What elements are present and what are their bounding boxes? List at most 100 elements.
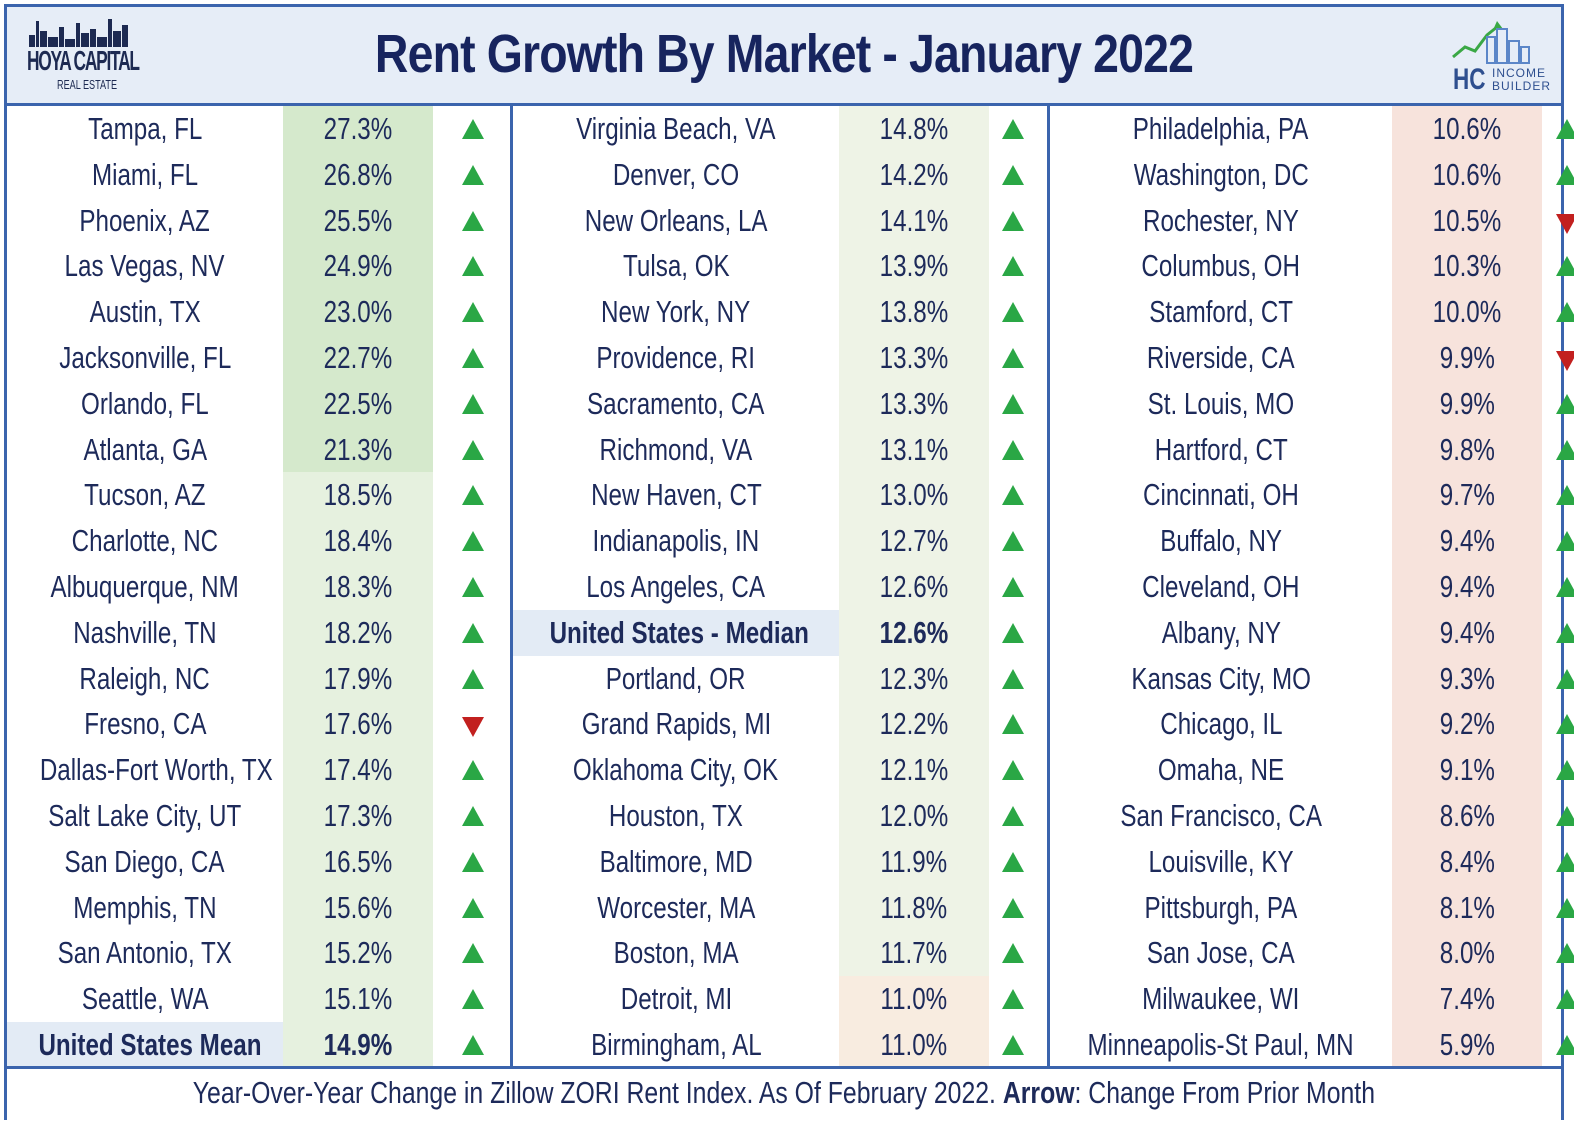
- footnote: Year-Over-Year Change in Zillow ZORI Ren…: [7, 1066, 1561, 1120]
- up-arrow-icon: [462, 806, 484, 826]
- growth-value: 10.6%: [1392, 106, 1542, 152]
- table-row: Hartford, CT 9.8%: [1050, 426, 1574, 473]
- page-title: Rent Growth By Market - January 2022: [374, 24, 1194, 84]
- market-name: Cleveland, OH: [1142, 569, 1300, 604]
- market-name: Fresno, CA: [83, 706, 207, 742]
- table-row: Nashville, TN 18.2%: [7, 609, 510, 656]
- market-name: Baltimore, MD: [599, 843, 753, 879]
- table-row: Las Vegas, NV 24.9%: [7, 243, 510, 290]
- growth-value: 9.4%: [1392, 609, 1542, 656]
- up-arrow-icon: [1002, 806, 1024, 826]
- growth-value: 10.3%: [1392, 243, 1542, 290]
- table-row: Virginia Beach, VA 14.8%: [513, 106, 1047, 152]
- table-row: Denver, CO 14.2%: [513, 151, 1047, 198]
- growth-value: 18.4%: [283, 518, 433, 565]
- up-arrow-icon: [1556, 439, 1574, 460]
- growth-value: 18.3%: [283, 564, 433, 610]
- up-arrow-icon: [462, 622, 484, 643]
- table-row: Baltimore, MD 11.9%: [513, 838, 1047, 885]
- growth-value: 12.7%: [839, 518, 989, 565]
- up-arrow-icon: [1002, 760, 1024, 781]
- table-row: Dallas-Fort Worth, TX 17.4%: [7, 747, 510, 794]
- market-name: Columbus, OH: [1141, 248, 1301, 284]
- table-row: Washington, DC 10.6%: [1050, 151, 1574, 198]
- growth-value: 8.4%: [1392, 838, 1542, 885]
- market-name: Buffalo, NY: [1160, 523, 1282, 559]
- market-name: United States Mean: [7, 1022, 283, 1068]
- market-name: Riverside, CA: [1147, 340, 1295, 375]
- market-name: San Jose, CA: [1147, 935, 1295, 971]
- market-name: Charlotte, NC: [71, 523, 219, 559]
- table-row: Jacksonville, FL 22.7%: [7, 335, 510, 381]
- down-arrow-icon: [1556, 213, 1574, 234]
- growth-value: 12.3%: [839, 655, 989, 702]
- up-arrow-icon: [1556, 668, 1574, 689]
- table-row: Tampa, FL 27.3%: [7, 106, 510, 152]
- growth-value: 16.5%: [283, 838, 433, 885]
- up-arrow-icon: [1002, 531, 1024, 552]
- market-name: Philadelphia, PA: [1133, 111, 1309, 146]
- down-arrow-icon: [462, 717, 484, 738]
- market-name: Tulsa, OK: [622, 248, 730, 284]
- growth-value: 13.3%: [839, 335, 989, 381]
- market-name: Salt Lake City, UT: [48, 798, 242, 833]
- up-arrow-icon: [462, 989, 484, 1010]
- table-row: St. Louis, MO 9.9%: [1050, 380, 1574, 427]
- market-name: San Diego, CA: [65, 843, 225, 879]
- growth-value: 11.8%: [839, 884, 989, 931]
- market-name: Providence, RI: [596, 340, 756, 375]
- up-arrow-icon: [1556, 1035, 1574, 1055]
- growth-value: 14.9%: [283, 1022, 433, 1068]
- growth-value: 24.9%: [283, 243, 433, 290]
- up-arrow-icon: [1002, 393, 1024, 414]
- market-name: Hartford, CT: [1154, 431, 1288, 467]
- growth-value: 10.5%: [1392, 197, 1542, 244]
- up-arrow-icon: [1002, 897, 1024, 918]
- up-arrow-icon: [1002, 485, 1024, 506]
- table-row: Columbus, OH 10.3%: [1050, 243, 1574, 290]
- market-name: Denver, CO: [612, 156, 740, 192]
- table-row: Cleveland, OH 9.4%: [1050, 564, 1574, 610]
- market-name: Richmond, VA: [599, 431, 753, 467]
- column-1: Tampa, FL 27.3% Miami, FL 26.8% Phoenix, AZ 2…: [7, 106, 510, 1068]
- table-row: United States Mean 14.9%: [7, 1022, 510, 1068]
- up-arrow-icon: [462, 210, 484, 231]
- market-name: Indianapolis, IN: [592, 523, 760, 559]
- column-2: Virginia Beach, VA 14.8% Denver, CO 14.2% Ne…: [513, 106, 1047, 1068]
- market-name: Birmingham, AL: [590, 1027, 762, 1062]
- market-name: Stamford, CT: [1149, 294, 1293, 330]
- market-name: Minneapolis-St Paul, MN: [1087, 1027, 1355, 1062]
- up-arrow-icon: [462, 577, 484, 597]
- table-row: Tulsa, OK 13.9%: [513, 243, 1047, 290]
- header: HOYA CAPITAL REAL ESTATE Rent Growth By …: [7, 7, 1561, 106]
- table-row: Minneapolis-St Paul, MN 5.9%: [1050, 1022, 1574, 1068]
- table-row: San Francisco, CA 8.6%: [1050, 793, 1574, 839]
- up-arrow-icon: [1002, 1035, 1024, 1055]
- growth-value: 13.1%: [839, 426, 989, 473]
- market-name: San Antonio, TX: [57, 935, 233, 971]
- up-arrow-icon: [462, 256, 484, 277]
- market-name: Memphis, TN: [73, 889, 217, 925]
- market-name: Seattle, WA: [81, 981, 209, 1017]
- up-arrow-icon: [462, 348, 484, 368]
- market-name: Grand Rapids, MI: [581, 706, 771, 742]
- growth-value: 11.0%: [839, 1022, 989, 1068]
- market-name: Worcester, MA: [596, 889, 756, 925]
- up-arrow-icon: [1002, 302, 1024, 323]
- table-row: Orlando, FL 22.5%: [7, 380, 510, 427]
- growth-value: 22.7%: [283, 335, 433, 381]
- growth-value: 23.0%: [283, 289, 433, 336]
- growth-value: 9.3%: [1392, 655, 1542, 702]
- growth-value: 8.1%: [1392, 884, 1542, 931]
- table-row: Rochester, NY 10.5%: [1050, 197, 1574, 244]
- growth-value: 10.6%: [1392, 151, 1542, 198]
- up-arrow-icon: [462, 485, 484, 506]
- column-3: Philadelphia, PA 10.6% Washington, DC 10.6%…: [1050, 106, 1574, 1068]
- up-arrow-icon: [1002, 622, 1024, 643]
- market-name: United States - Median: [513, 609, 839, 656]
- growth-value: 11.7%: [839, 930, 989, 977]
- growth-value: 7.4%: [1392, 976, 1542, 1023]
- up-arrow-icon: [462, 897, 484, 918]
- growth-value: 12.6%: [839, 564, 989, 610]
- up-arrow-icon: [1002, 714, 1024, 735]
